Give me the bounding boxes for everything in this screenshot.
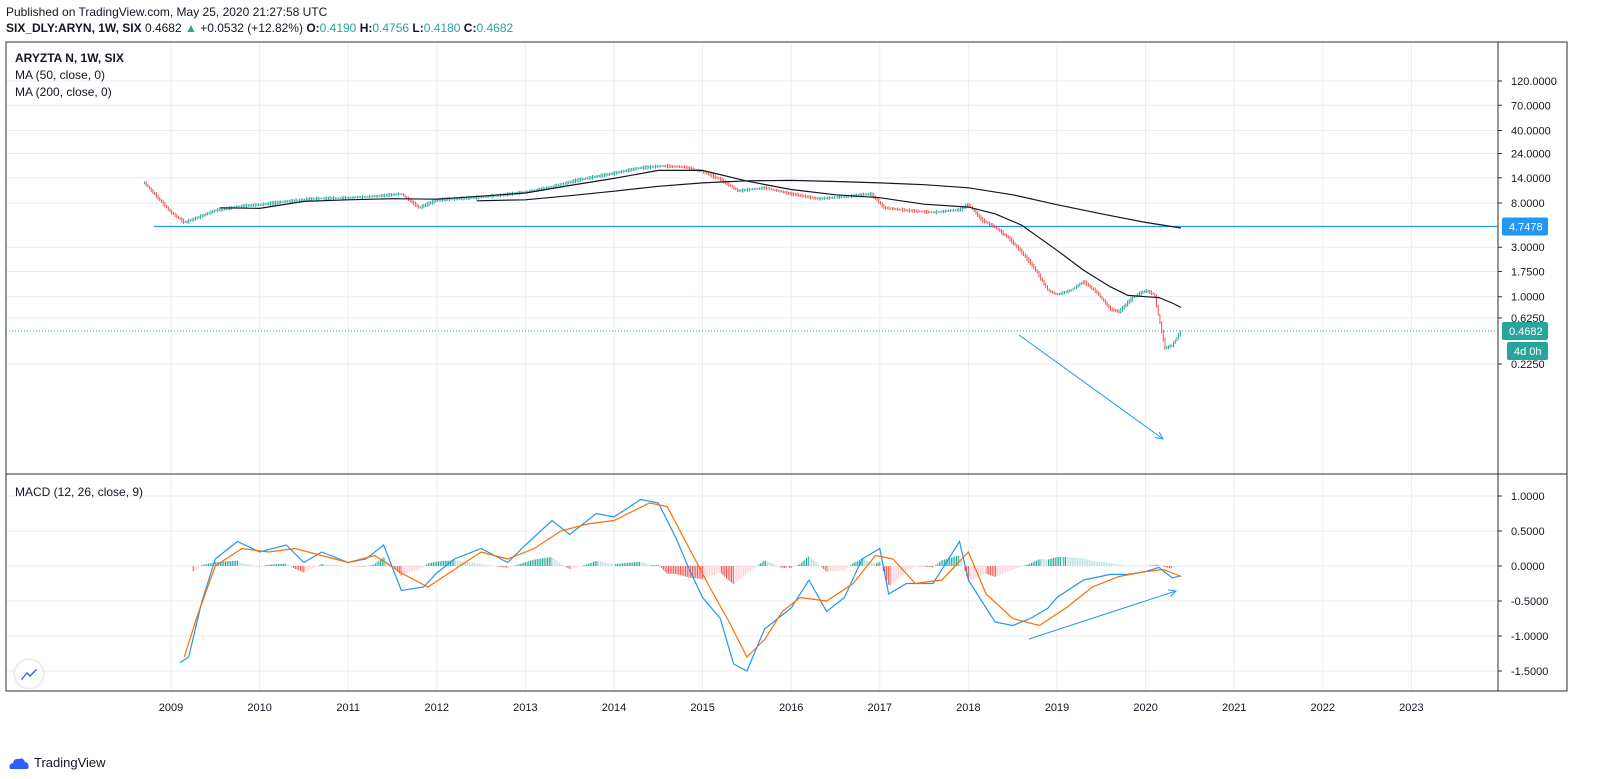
ohlc-legend: SIX_DLY:ARYN, 1W, SIX 0.4682 ▲ +0.0532 (… — [6, 21, 513, 35]
x-tick-label: 2013 — [513, 702, 537, 714]
tradingview-cloud-icon — [9, 757, 29, 769]
x-tick-label: 2017 — [868, 702, 892, 714]
macd-y-tick-label: -1.5000 — [1511, 666, 1548, 678]
y-tick-label: 120.0000 — [1511, 76, 1557, 88]
open-value: 0.4190 — [319, 21, 357, 35]
close-value: 0.4682 — [476, 21, 514, 35]
low-label: L: — [412, 21, 424, 35]
y-tick-label: 24.0000 — [1511, 148, 1551, 160]
x-tick-label: 2014 — [602, 702, 626, 714]
price-trend-arrow-head — [1155, 431, 1164, 440]
change-value: +0.0532 (+12.82%) — [200, 21, 303, 35]
change-arrow-icon: ▲ — [184, 21, 197, 35]
y-tick-label: 70.0000 — [1511, 100, 1551, 112]
y-tick-label: 1.7500 — [1511, 267, 1545, 279]
high-value: 0.4756 — [372, 21, 410, 35]
x-tick-label: 2012 — [425, 702, 449, 714]
last-price: 0.4682 — [144, 21, 182, 35]
y-tick-label: 14.0000 — [1511, 173, 1551, 185]
last-price-tag-bg — [1502, 321, 1548, 340]
x-tick-label: 2023 — [1399, 702, 1423, 714]
y-tick-label: 1.0000 — [1511, 292, 1545, 304]
main-pane-title: ARYZTA N, 1W, SIX — [15, 51, 124, 65]
footer-brand[interactable]: TradingView — [8, 755, 106, 770]
axes: 2009 2010 2011 2012 2013 2014 2015 2016 2017 2018… — [159, 76, 1557, 714]
x-tick-label: 2010 — [247, 702, 271, 714]
x-tick-label: 2011 — [336, 702, 360, 714]
ma50-legend: MA (50, close, 0) — [15, 68, 105, 82]
price-bars — [143, 163, 1181, 350]
y-tick-label: 8.0000 — [1511, 198, 1545, 210]
support-level[interactable] — [6, 225, 1498, 332]
trend-arrows[interactable] — [1018, 334, 1178, 640]
symbol-label: SIX_DLY:ARYN, 1W, SIX — [6, 21, 142, 35]
level-price-tag: 4.7478 — [1509, 222, 1543, 234]
low-value: 0.4180 — [423, 21, 461, 35]
y-tick-label: 3.0000 — [1511, 242, 1545, 254]
chart-frame — [5, 41, 1568, 692]
grid — [6, 42, 1498, 691]
y-tick-label: 0.2250 — [1511, 359, 1545, 371]
signal-line — [183, 502, 1182, 659]
price-trend-arrow — [1018, 334, 1164, 440]
tradingview-logo-icon[interactable] — [15, 660, 43, 688]
x-tick-label: 2018 — [956, 702, 980, 714]
macd-y-tick-label: 1.0000 — [1511, 491, 1545, 503]
x-tick-label: 2022 — [1311, 702, 1335, 714]
y-tick-label: 0.6250 — [1511, 313, 1545, 325]
level-price-tag-bg — [1502, 217, 1548, 236]
x-tick-label: 2020 — [1133, 702, 1157, 714]
price-tags: 4.7478 0.4682 4d 0h — [1502, 217, 1548, 360]
bar-countdown-tag-bg — [1507, 341, 1548, 360]
macd-y-tick-label: 0.0000 — [1511, 561, 1545, 573]
x-tick-label: 2016 — [779, 702, 803, 714]
close-label: C: — [463, 21, 477, 35]
macd-line — [179, 498, 1182, 672]
macd-y-tick-label: 0.5000 — [1511, 526, 1545, 538]
macd-pane-title: MACD (12, 26, close, 9) — [15, 485, 143, 499]
macd-lines — [179, 498, 1182, 672]
ma50-line — [219, 169, 1182, 308]
y-tick-label: 40.0000 — [1511, 125, 1551, 137]
high-label: H: — [359, 21, 373, 35]
macd-trend-arrow — [1028, 590, 1177, 640]
ma200-legend: MA (200, close, 0) — [15, 85, 112, 99]
x-tick-label: 2015 — [690, 702, 714, 714]
footer-brand-label: TradingView — [34, 755, 106, 770]
macd-y-tick-label: -1.0000 — [1511, 631, 1548, 643]
open-label: O: — [306, 21, 320, 35]
x-tick-label: 2021 — [1222, 702, 1246, 714]
macd-trend-arrow-head — [1168, 589, 1178, 597]
macd-y-tick-label: -0.5000 — [1511, 596, 1548, 608]
x-tick-label: 2009 — [159, 702, 183, 714]
macd-histogram — [192, 555, 1181, 586]
bar-countdown-tag: 4d 0h — [1514, 346, 1542, 358]
ma200-line — [476, 179, 1182, 229]
moving-averages — [219, 169, 1182, 308]
last-price-tag: 0.4682 — [1509, 326, 1543, 338]
published-line: Published on TradingView.com, May 25, 20… — [6, 5, 328, 19]
x-tick-label: 2019 — [1045, 702, 1069, 714]
